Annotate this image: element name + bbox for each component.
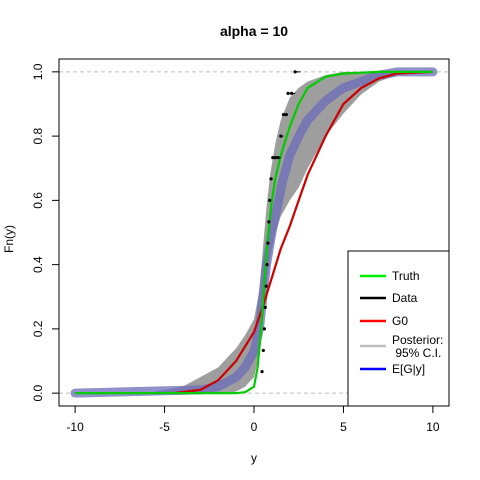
- data-point: [273, 156, 278, 160]
- legend-label: G0: [392, 314, 408, 328]
- x-tick-label: 0: [251, 420, 258, 434]
- data-point: [276, 156, 280, 160]
- x-tick-label: 10: [426, 420, 440, 434]
- posterior-mean-line: [70, 67, 438, 398]
- x-tick-label: -10: [66, 420, 84, 434]
- data-point: [271, 156, 275, 160]
- legend-label: Posterior: 95% C.I.: [392, 333, 443, 360]
- data-point: [293, 70, 297, 74]
- plot-area: [59, 67, 449, 398]
- data-point: [260, 370, 264, 374]
- y-tick-label: 0.8: [31, 127, 45, 144]
- data-point: [266, 241, 270, 245]
- legend-label: Data: [392, 291, 418, 305]
- x-axis-label: y: [251, 451, 257, 465]
- x-tick-label: 5: [340, 420, 347, 434]
- plot-content: [59, 67, 449, 398]
- y-axis-label: Fn(y): [2, 225, 16, 253]
- y-tick-label: 0.0: [31, 384, 45, 401]
- legend-label: E[G|y]: [392, 362, 425, 376]
- y-tick-label: 1.0: [31, 63, 45, 80]
- data-point: [286, 91, 290, 95]
- data-point: [279, 134, 283, 138]
- data-point: [264, 284, 268, 288]
- legend: Truth Data G0 Posterior: 95% C.I. E[G|y]: [347, 250, 450, 407]
- data-point: [263, 305, 267, 309]
- y-tick-label: 0.6: [31, 192, 45, 209]
- data-point: [265, 263, 269, 267]
- data-point: [262, 327, 266, 331]
- data-point: [267, 220, 271, 224]
- data-point: [269, 177, 273, 181]
- data-point: [261, 348, 265, 353]
- data-point: [289, 91, 294, 95]
- chart-title: alpha = 10: [220, 23, 288, 39]
- data-point: [281, 112, 286, 117]
- truth-line: [75, 70, 433, 395]
- y-tick-label: 0.2: [31, 320, 45, 337]
- data-point: [268, 198, 272, 202]
- legend-label: Truth: [392, 269, 420, 283]
- data-point: [284, 112, 288, 117]
- g0-line: [173, 70, 433, 395]
- x-tick-label: -5: [159, 420, 170, 434]
- y-tick-label: 0.4: [31, 256, 45, 273]
